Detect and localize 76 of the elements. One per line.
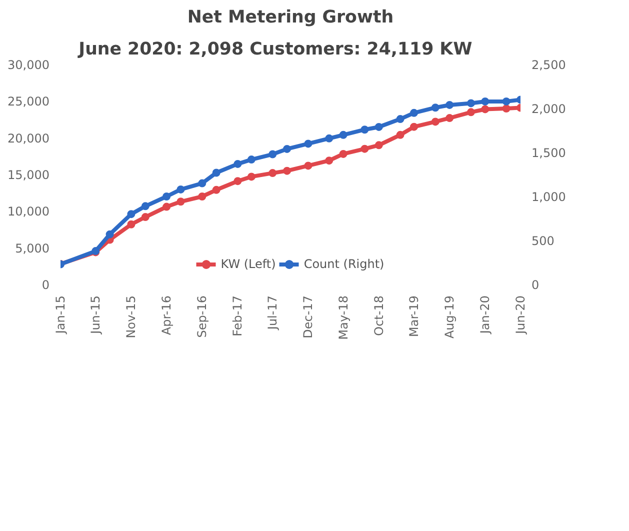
point — [198, 192, 206, 200]
point — [141, 213, 150, 222]
point — [502, 97, 510, 106]
point — [410, 108, 418, 117]
y2-tick-label: 0 — [532, 278, 540, 292]
point — [162, 202, 171, 211]
x-tick-label: Feb-17 — [230, 295, 245, 336]
point — [339, 150, 348, 158]
point — [304, 140, 312, 148]
y-tick-label: 20,000 — [8, 131, 50, 146]
y-tick-label: 0 — [42, 278, 50, 292]
point — [268, 150, 277, 158]
legend-label: Count (Right) — [304, 257, 384, 271]
point — [374, 141, 383, 150]
point — [234, 160, 242, 168]
point — [198, 179, 206, 188]
point — [141, 202, 150, 210]
x-tick-label: Sep-16 — [195, 296, 210, 338]
point — [396, 130, 404, 139]
y2-tick-label: 2,500 — [532, 58, 566, 72]
chart-title: Net Metering Growth — [187, 8, 394, 28]
y-tick-label: 15,000 — [8, 168, 50, 182]
point — [466, 99, 475, 108]
point — [212, 186, 220, 194]
x-tick-label: Jun-15 — [88, 295, 103, 335]
point — [247, 172, 256, 181]
point — [431, 104, 440, 112]
point — [446, 100, 454, 109]
x-tick-label: May-18 — [336, 295, 350, 340]
point — [234, 177, 242, 186]
y2-tick-label: 1,500 — [532, 146, 566, 160]
y2-tick-label: 1,000 — [532, 190, 566, 204]
x-tick-label: Jul-17 — [266, 296, 280, 331]
point — [127, 210, 136, 218]
x-tick-label: Nov-15 — [124, 295, 138, 338]
point — [374, 122, 383, 131]
point — [446, 114, 454, 122]
point — [360, 126, 369, 134]
y-tick-label: 30,000 — [8, 58, 50, 72]
point — [304, 162, 312, 170]
y2-tick-label: 2,000 — [532, 102, 566, 116]
point — [325, 156, 334, 165]
point — [396, 115, 404, 124]
y-tick-label: 25,000 — [8, 94, 50, 109]
x-tick-label: Dec-17 — [301, 295, 316, 338]
x-tick-label: Oct-18 — [372, 295, 386, 336]
chart-subtitle: June 2020: 2,098 Customers: 24,119 KW — [78, 40, 472, 60]
point — [162, 192, 171, 200]
y-tick-label: 10,000 — [8, 204, 50, 219]
point — [481, 97, 490, 106]
y2-tick-label: 500 — [532, 234, 554, 248]
x-tick-label: Mar-19 — [406, 295, 421, 337]
point — [410, 122, 418, 131]
point — [212, 168, 220, 177]
point — [481, 105, 490, 114]
point — [360, 144, 369, 153]
point — [283, 166, 292, 175]
point — [176, 185, 185, 194]
legend-label: KW (Left) — [220, 257, 276, 271]
x-tick-label: Jan-20 — [478, 295, 492, 335]
x-tick-label: Jun-20 — [514, 295, 528, 335]
x-tick-label: Jan-15 — [54, 295, 68, 335]
point — [283, 144, 292, 153]
point — [106, 230, 114, 238]
point — [127, 220, 136, 228]
x-tick-label: Aug-19 — [442, 296, 457, 339]
x-tick-label: Apr-16 — [160, 296, 174, 336]
point — [466, 108, 475, 116]
point — [339, 130, 348, 139]
point — [325, 134, 334, 142]
point — [502, 104, 510, 112]
y-tick-label: 5,000 — [15, 241, 50, 256]
point — [176, 198, 185, 206]
point — [431, 118, 440, 126]
point — [268, 169, 277, 178]
point — [247, 156, 256, 164]
